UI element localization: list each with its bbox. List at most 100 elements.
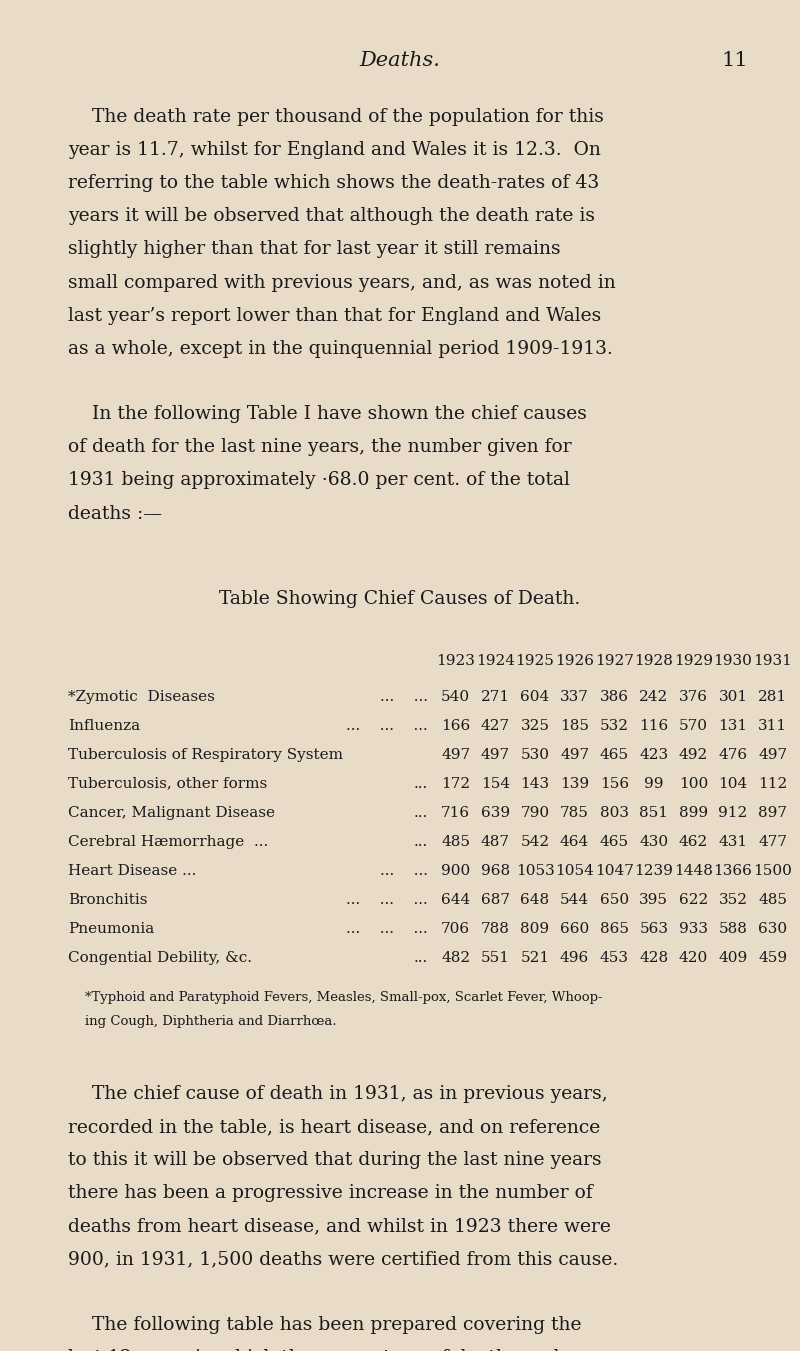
Text: 311: 311 — [758, 719, 787, 732]
Text: referring to the table which shows the death-rates of 43: referring to the table which shows the d… — [68, 174, 599, 192]
Text: 899: 899 — [679, 805, 708, 820]
Text: 809: 809 — [521, 921, 550, 936]
Text: 428: 428 — [639, 951, 668, 965]
Text: Congential Debility, &c.: Congential Debility, &c. — [68, 951, 252, 965]
Text: 1448: 1448 — [674, 863, 713, 878]
Text: recorded in the table, is heart disease, and on reference: recorded in the table, is heart disease,… — [68, 1117, 600, 1136]
Text: 485: 485 — [442, 835, 470, 848]
Text: Cancer, Malignant Disease: Cancer, Malignant Disease — [68, 805, 275, 820]
Text: 687: 687 — [481, 893, 510, 907]
Text: 100: 100 — [678, 777, 708, 790]
Text: 497: 497 — [442, 747, 470, 762]
Text: to this it will be observed that during the last nine years: to this it will be observed that during … — [68, 1151, 602, 1169]
Text: 131: 131 — [718, 719, 747, 732]
Text: of death for the last nine years, the number given for: of death for the last nine years, the nu… — [68, 438, 572, 457]
Text: last year’s report lower than that for England and Wales: last year’s report lower than that for E… — [68, 307, 602, 324]
Text: The chief cause of death in 1931, as in previous years,: The chief cause of death in 1931, as in … — [68, 1085, 608, 1102]
Text: 1047: 1047 — [594, 863, 634, 878]
Text: 325: 325 — [521, 719, 550, 732]
Text: 166: 166 — [441, 719, 470, 732]
Text: The following table has been prepared covering the: The following table has been prepared co… — [68, 1316, 582, 1333]
Text: 900, in 1931, 1,500 deaths were certified from this cause.: 900, in 1931, 1,500 deaths were certifie… — [68, 1251, 618, 1269]
Text: 788: 788 — [481, 921, 510, 936]
Text: 660: 660 — [560, 921, 590, 936]
Text: 430: 430 — [639, 835, 668, 848]
Text: 301: 301 — [718, 689, 747, 704]
Text: 185: 185 — [560, 719, 589, 732]
Text: *Typhoid and Paratyphoid Fevers, Measles, Small-pox, Scarlet Fever, Whoop-: *Typhoid and Paratyphoid Fevers, Measles… — [68, 990, 602, 1004]
Text: 487: 487 — [481, 835, 510, 848]
Text: 540: 540 — [442, 689, 470, 704]
Text: 143: 143 — [521, 777, 550, 790]
Text: 281: 281 — [758, 689, 787, 704]
Text: 968: 968 — [481, 863, 510, 878]
Text: small compared with previous years, and, as was noted in: small compared with previous years, and,… — [68, 273, 616, 292]
Text: 630: 630 — [758, 921, 787, 936]
Text: 1924: 1924 — [476, 654, 515, 669]
Text: Tuberculosis of Respiratory System: Tuberculosis of Respiratory System — [68, 747, 343, 762]
Text: 716: 716 — [442, 805, 470, 820]
Text: 482: 482 — [442, 951, 470, 965]
Text: 139: 139 — [560, 777, 589, 790]
Text: there has been a progressive increase in the number of: there has been a progressive increase in… — [68, 1183, 593, 1202]
Text: 423: 423 — [639, 747, 668, 762]
Text: 865: 865 — [600, 921, 629, 936]
Text: 1053: 1053 — [516, 863, 554, 878]
Text: 492: 492 — [678, 747, 708, 762]
Text: Pneumonia: Pneumonia — [68, 921, 154, 936]
Text: 459: 459 — [758, 951, 787, 965]
Text: 99: 99 — [644, 777, 663, 790]
Text: 1923: 1923 — [436, 654, 475, 669]
Text: 476: 476 — [718, 747, 747, 762]
Text: The death rate per thousand of the population for this: The death rate per thousand of the popul… — [68, 108, 604, 126]
Text: 156: 156 — [600, 777, 629, 790]
Text: deaths from heart disease, and whilst in 1923 there were: deaths from heart disease, and whilst in… — [68, 1217, 611, 1235]
Text: years it will be observed that although the death rate is: years it will be observed that although … — [68, 208, 595, 226]
Text: 409: 409 — [718, 951, 748, 965]
Text: Bronchitis: Bronchitis — [68, 893, 147, 907]
Text: *Zymotic  Diseases: *Zymotic Diseases — [68, 689, 215, 704]
Text: Influenza: Influenza — [68, 719, 140, 732]
Text: 570: 570 — [679, 719, 708, 732]
Text: 1054: 1054 — [555, 863, 594, 878]
Text: 464: 464 — [560, 835, 590, 848]
Text: 376: 376 — [679, 689, 708, 704]
Text: 477: 477 — [758, 835, 787, 848]
Text: ...    ...    ...: ... ... ... — [346, 719, 428, 732]
Text: 172: 172 — [442, 777, 470, 790]
Text: 521: 521 — [521, 951, 550, 965]
Text: slightly higher than that for last year it still remains: slightly higher than that for last year … — [68, 240, 561, 258]
Text: 386: 386 — [600, 689, 629, 704]
Text: 497: 497 — [758, 747, 787, 762]
Text: 485: 485 — [758, 893, 787, 907]
Text: 1925: 1925 — [515, 654, 554, 669]
Text: Cerebral Hæmorrhage  ...: Cerebral Hæmorrhage ... — [68, 835, 268, 848]
Text: ...: ... — [414, 777, 428, 790]
Text: ...    ...: ... ... — [380, 689, 428, 704]
Text: 496: 496 — [560, 951, 590, 965]
Text: Heart Disease ...: Heart Disease ... — [68, 863, 206, 878]
Text: 644: 644 — [441, 893, 470, 907]
Text: Deaths.: Deaths. — [359, 51, 441, 70]
Text: 897: 897 — [758, 805, 787, 820]
Text: 803: 803 — [600, 805, 629, 820]
Text: Tuberculosis, other forms: Tuberculosis, other forms — [68, 777, 267, 790]
Text: 639: 639 — [481, 805, 510, 820]
Text: 271: 271 — [481, 689, 510, 704]
Text: ...    ...    ...: ... ... ... — [346, 921, 428, 936]
Text: 1928: 1928 — [634, 654, 674, 669]
Text: 563: 563 — [639, 921, 668, 936]
Text: 900: 900 — [441, 863, 470, 878]
Text: 542: 542 — [521, 835, 550, 848]
Text: 453: 453 — [600, 951, 629, 965]
Text: 11: 11 — [722, 51, 748, 70]
Text: 420: 420 — [678, 951, 708, 965]
Text: 1931: 1931 — [753, 654, 792, 669]
Text: 116: 116 — [639, 719, 669, 732]
Text: 112: 112 — [758, 777, 787, 790]
Text: 706: 706 — [442, 921, 470, 936]
Text: 650: 650 — [600, 893, 629, 907]
Text: 622: 622 — [678, 893, 708, 907]
Text: 790: 790 — [521, 805, 550, 820]
Text: 648: 648 — [521, 893, 550, 907]
